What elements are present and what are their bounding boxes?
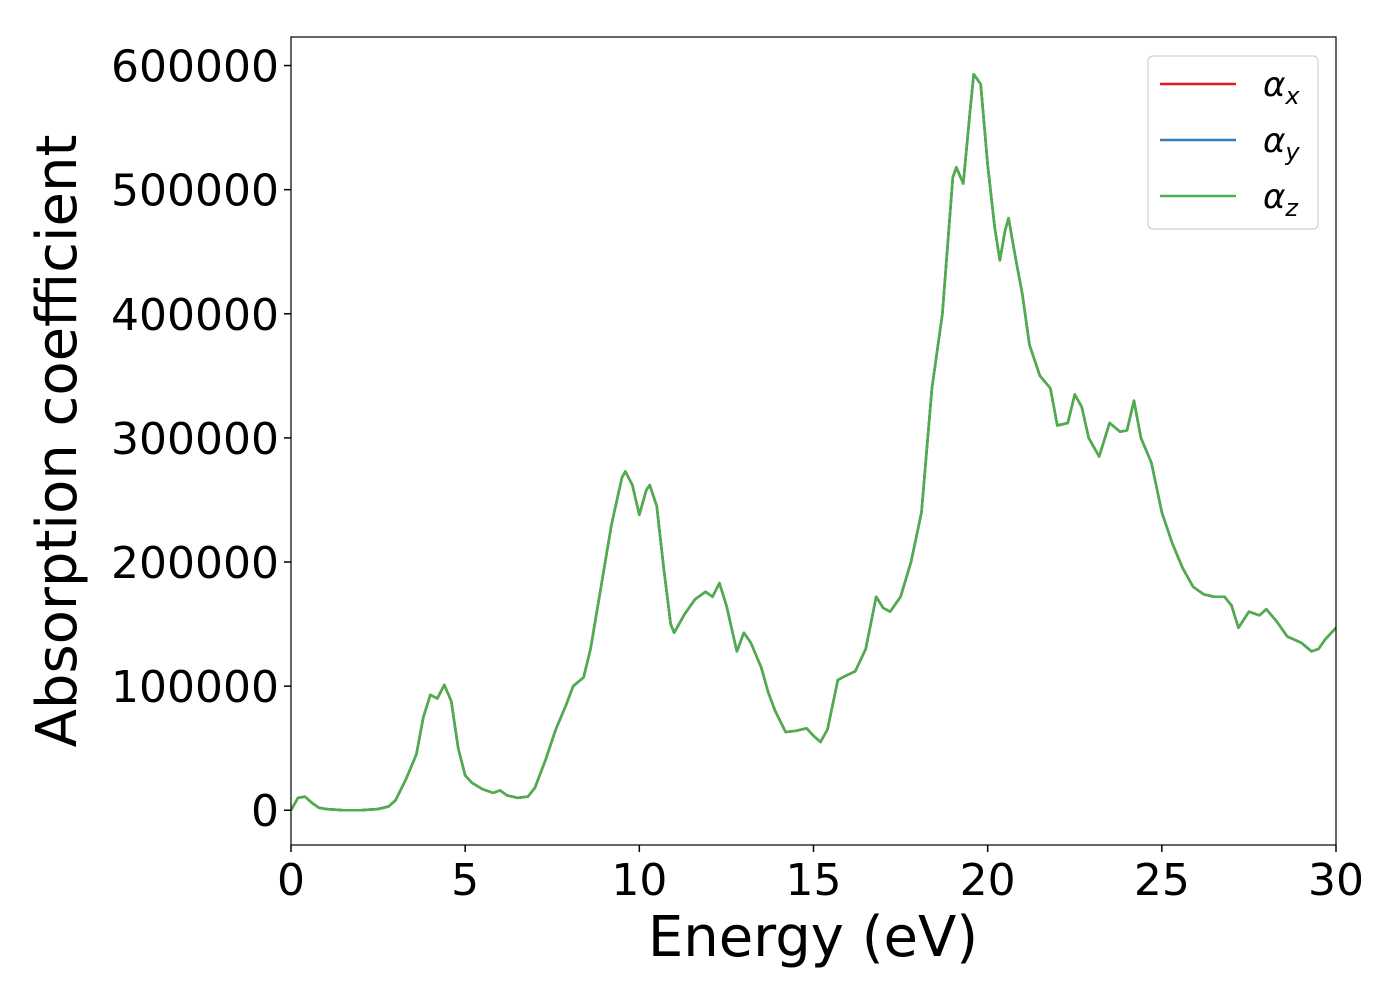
y-axis-label: Absorption coefficient [25,135,90,748]
x-tick-label: 20 [960,855,1016,906]
x-tick-label: 15 [786,855,842,906]
legend-label: αz [1263,177,1299,222]
x-tick-label: 5 [451,855,479,906]
y-tick-label: 300000 [111,414,279,465]
plot-frame [290,36,1337,846]
series-line [291,72,1336,812]
x-axis-label: Energy (eV) [648,905,978,970]
y-tick-label: 600000 [111,42,279,93]
legend-box [1147,55,1319,230]
legend-label: αx [1263,65,1300,110]
y-tick-label: 500000 [111,166,279,217]
y-tick-label: 100000 [111,662,279,713]
legend-label: αy [1263,121,1300,166]
y-tick-label: 400000 [111,290,279,341]
x-tick-label: 25 [1134,855,1190,906]
x-tick-label: 0 [277,855,305,906]
x-tick-label: 30 [1308,855,1364,906]
y-tick-label: 0 [251,786,279,837]
x-tick-label: 10 [611,855,667,906]
y-tick-label: 200000 [111,538,279,589]
